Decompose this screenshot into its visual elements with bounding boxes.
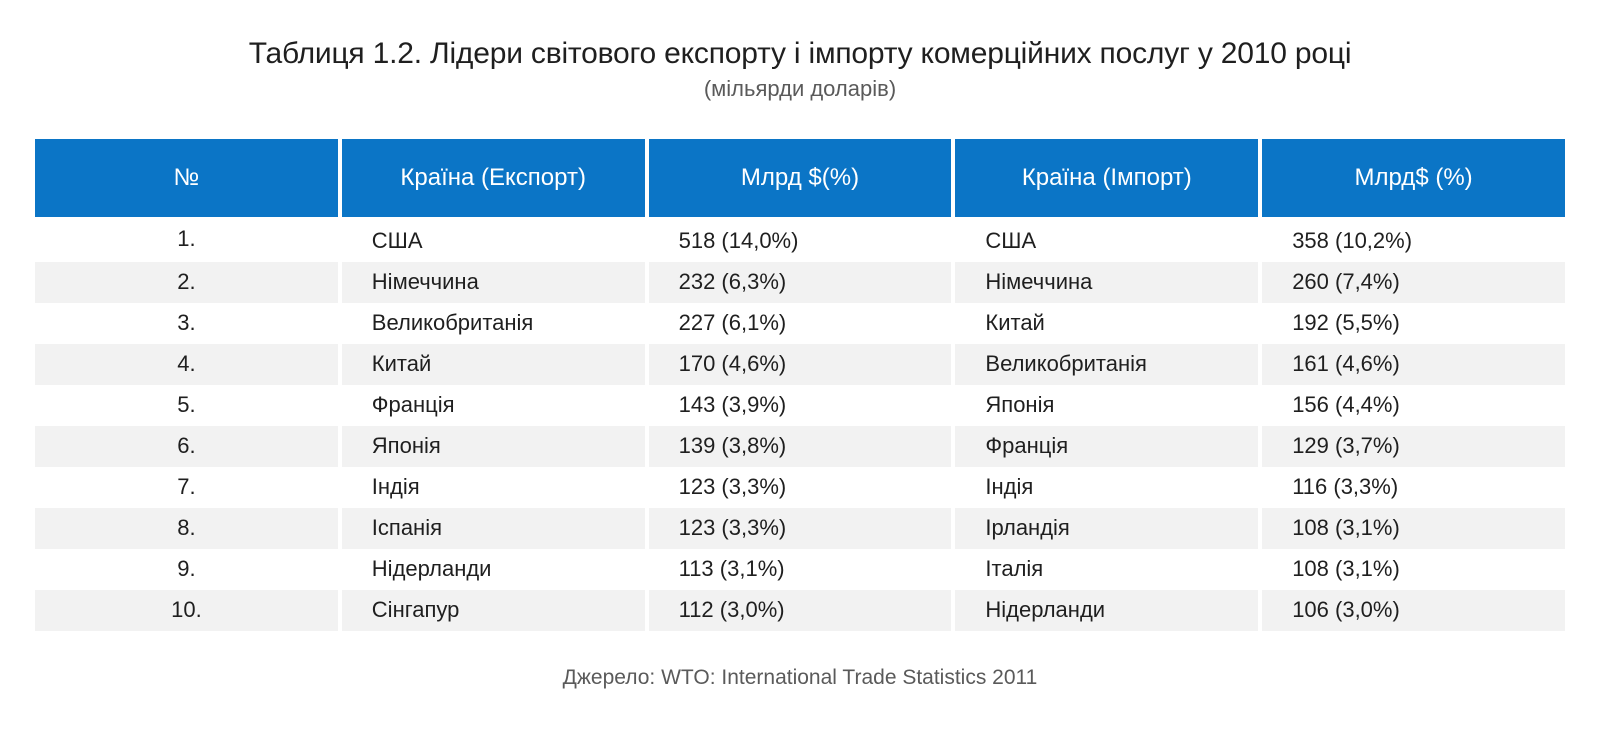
import-value: 106 (3,0%) bbox=[1262, 590, 1565, 631]
header-import-country: Країна (Імпорт) bbox=[955, 139, 1259, 217]
export-country: Великобританія bbox=[341, 303, 645, 344]
page-title: Таблиця 1.2. Лідери світового експорту і… bbox=[248, 37, 1352, 70]
page-subtitle: (мільярди доларів) bbox=[703, 76, 897, 101]
import-country: Великобританія bbox=[955, 344, 1259, 385]
export-country: Іспанія bbox=[341, 508, 645, 549]
export-value: 170 (4,6%) bbox=[648, 344, 952, 385]
export-country: Франція bbox=[341, 385, 645, 426]
export-country: Індія bbox=[341, 467, 645, 508]
import-value: 129 (3,7%) bbox=[1262, 426, 1565, 467]
export-country: США bbox=[341, 217, 645, 262]
import-value: 161 (4,6%) bbox=[1262, 344, 1565, 385]
import-value: 156 (4,4%) bbox=[1262, 385, 1565, 426]
import-country: Нідерланди bbox=[955, 590, 1259, 631]
row-number: 8. bbox=[35, 508, 338, 549]
services-trade-table: № Країна (Експорт) Млрд $(%) Країна (Імп… bbox=[31, 139, 1569, 631]
header-export-value: Млрд $(%) bbox=[648, 139, 952, 217]
import-country: Індія bbox=[955, 467, 1259, 508]
table-row: 6. Японія 139 (3,8%) Франція 129 (3,7%) bbox=[35, 426, 1565, 467]
table-header-row: № Країна (Експорт) Млрд $(%) Країна (Імп… bbox=[35, 139, 1565, 217]
row-number: 10. bbox=[35, 590, 338, 631]
row-number: 9. bbox=[35, 549, 338, 590]
table-row: 7. Індія 123 (3,3%) Індія 116 (3,3%) bbox=[35, 467, 1565, 508]
header-import-value: Млрд$ (%) bbox=[1262, 139, 1565, 217]
export-value: 232 (6,3%) bbox=[648, 262, 952, 303]
table-row: 9. Нідерланди 113 (3,1%) Італія 108 (3,1… bbox=[35, 549, 1565, 590]
table-row: 8. Іспанія 123 (3,3%) Ірландія 108 (3,1%… bbox=[35, 508, 1565, 549]
row-number: 1. bbox=[35, 217, 338, 262]
export-value: 123 (3,3%) bbox=[648, 467, 952, 508]
row-number: 3. bbox=[35, 303, 338, 344]
import-country: Німеччина bbox=[955, 262, 1259, 303]
table-row: 4. Китай 170 (4,6%) Великобританія 161 (… bbox=[35, 344, 1565, 385]
source-note: Джерело: WTO: International Trade Statis… bbox=[562, 666, 1038, 689]
export-country: Сінгапур bbox=[341, 590, 645, 631]
row-number: 4. bbox=[35, 344, 338, 385]
import-country: США bbox=[955, 217, 1259, 262]
row-number: 7. bbox=[35, 467, 338, 508]
import-value: 108 (3,1%) bbox=[1262, 549, 1565, 590]
export-country: Китай bbox=[341, 344, 645, 385]
export-country: Японія bbox=[341, 426, 645, 467]
row-number: 2. bbox=[35, 262, 338, 303]
import-country: Японія bbox=[955, 385, 1259, 426]
header-export-country: Країна (Експорт) bbox=[341, 139, 645, 217]
row-number: 6. bbox=[35, 426, 338, 467]
import-country: Італія bbox=[955, 549, 1259, 590]
import-country: Франція bbox=[955, 426, 1259, 467]
header-number: № bbox=[35, 139, 338, 217]
table-row: 5. Франція 143 (3,9%) Японія 156 (4,4%) bbox=[35, 385, 1565, 426]
export-country: Нідерланди bbox=[341, 549, 645, 590]
table-row: 1. США 518 (14,0%) США 358 (10,2%) bbox=[35, 217, 1565, 262]
export-value: 518 (14,0%) bbox=[648, 217, 952, 262]
table-row: 2. Німеччина 232 (6,3%) Німеччина 260 (7… bbox=[35, 262, 1565, 303]
export-value: 227 (6,1%) bbox=[648, 303, 952, 344]
export-country: Німеччина bbox=[341, 262, 645, 303]
table-row: 10. Сінгапур 112 (3,0%) Нідерланди 106 (… bbox=[35, 590, 1565, 631]
import-country: Китай bbox=[955, 303, 1259, 344]
export-value: 139 (3,8%) bbox=[648, 426, 952, 467]
import-country: Ірландія bbox=[955, 508, 1259, 549]
import-value: 358 (10,2%) bbox=[1262, 217, 1565, 262]
import-value: 260 (7,4%) bbox=[1262, 262, 1565, 303]
import-value: 108 (3,1%) bbox=[1262, 508, 1565, 549]
export-value: 113 (3,1%) bbox=[648, 549, 952, 590]
export-value: 112 (3,0%) bbox=[648, 590, 952, 631]
import-value: 192 (5,5%) bbox=[1262, 303, 1565, 344]
row-number: 5. bbox=[35, 385, 338, 426]
export-value: 123 (3,3%) bbox=[648, 508, 952, 549]
import-value: 116 (3,3%) bbox=[1262, 467, 1565, 508]
export-value: 143 (3,9%) bbox=[648, 385, 952, 426]
table-row: 3. Великобританія 227 (6,1%) Китай 192 (… bbox=[35, 303, 1565, 344]
